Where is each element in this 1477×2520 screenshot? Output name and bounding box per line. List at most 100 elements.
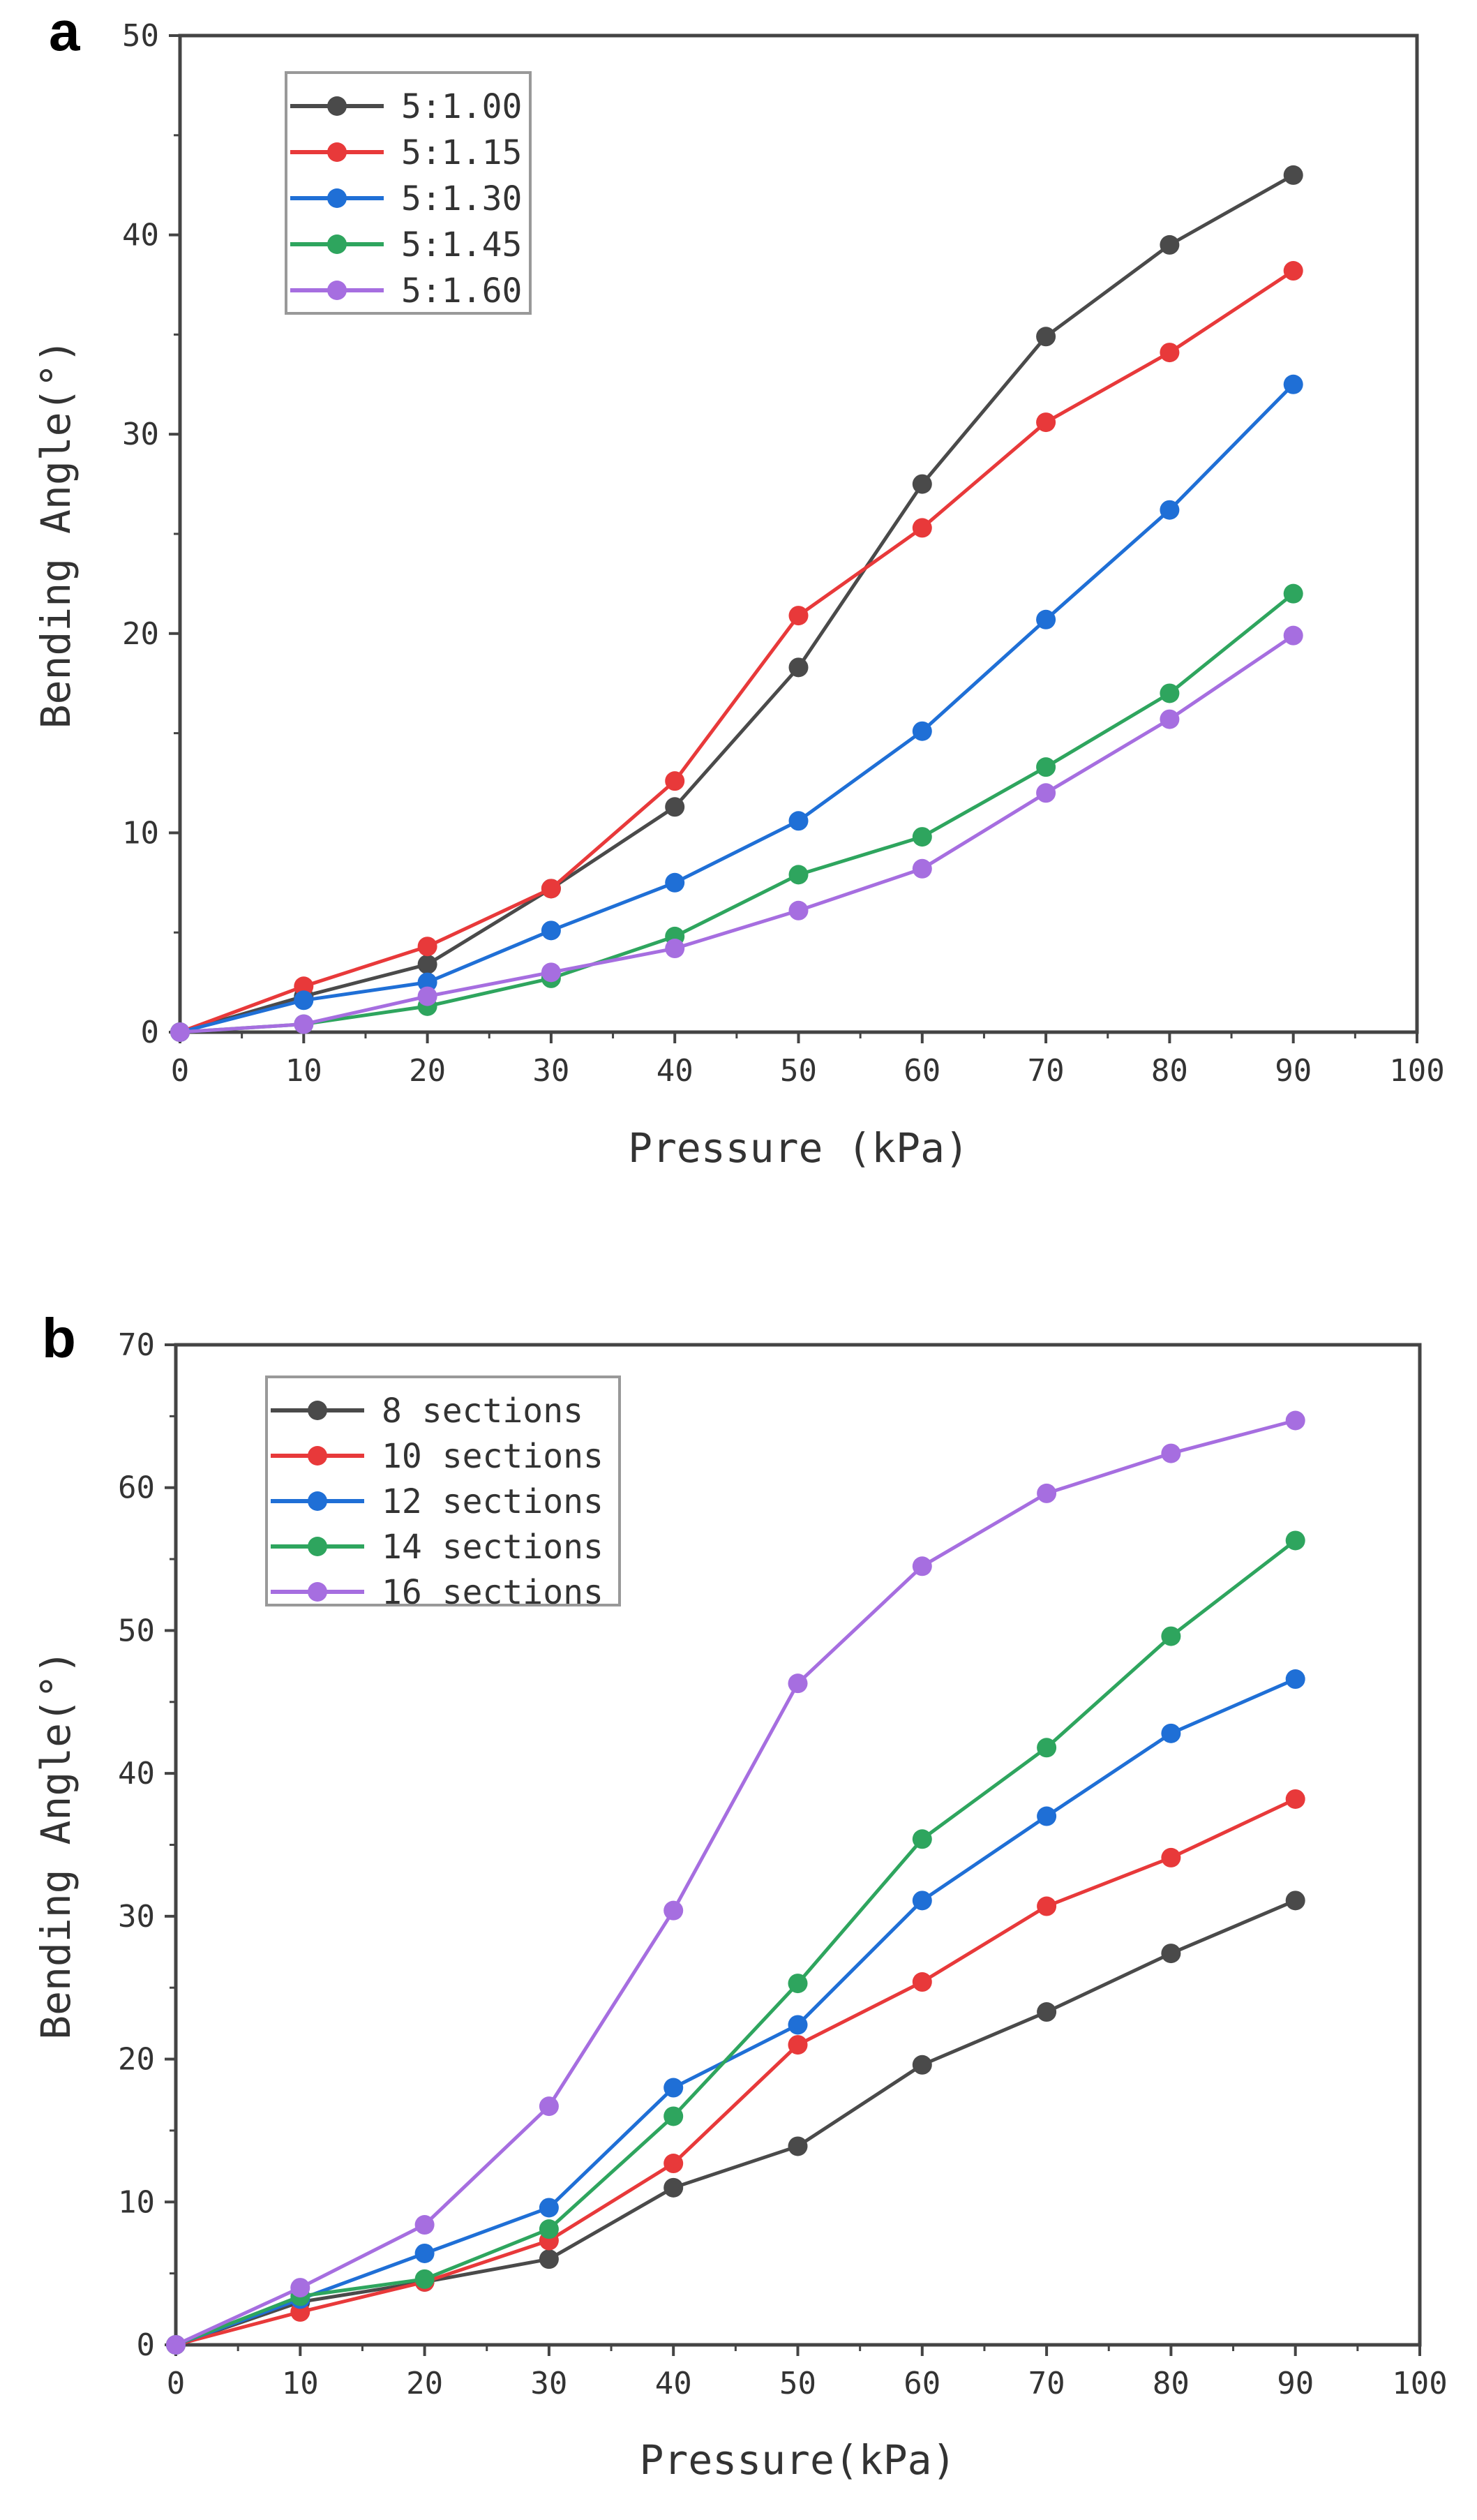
data-point: [1285, 1891, 1305, 1911]
data-point: [1161, 1443, 1181, 1463]
data-point: [290, 2278, 310, 2298]
series-line: [175, 1899, 1296, 2347]
data-point: [1037, 1483, 1057, 1503]
data-point: [1160, 683, 1180, 703]
y-tick-label: 0: [141, 1015, 160, 1050]
x-tick-label: 70: [1028, 1053, 1065, 1089]
data-point: [663, 2177, 684, 2198]
legend-label: 10 sections: [382, 1437, 603, 1476]
chart-panel-b: b 0 10 20 30 40 50 60 70 80 90 100 0 10 20 30 40 50 60 70 P…: [32, 1307, 1448, 2484]
data-point: [912, 858, 932, 879]
series-line: [175, 1539, 1297, 2347]
data-point: [1037, 1738, 1057, 1758]
legend-label: 12 sections: [382, 1482, 603, 1521]
data-point: [170, 1022, 190, 1042]
y-tick-label: 50: [118, 1613, 155, 1648]
data-point: [417, 954, 437, 974]
data-point: [294, 990, 314, 1011]
x-tick-label: 0: [167, 2366, 186, 2401]
legend: 8 sections 10 sections 12 sections 14 secti…: [265, 1375, 621, 1612]
data-point: [788, 2035, 808, 2055]
data-point: [1037, 1896, 1057, 1916]
data-point: [539, 2096, 559, 2117]
data-point: [539, 2198, 559, 2218]
data-point: [912, 2055, 932, 2075]
data-point: [665, 797, 685, 817]
y-tick-label: 30: [122, 417, 159, 452]
data-point: [541, 962, 561, 983]
legend-label: 14 sections: [382, 1528, 603, 1567]
legend-marker: [308, 1537, 327, 1556]
x-tick-label: 0: [171, 1053, 190, 1089]
legend-marker: [327, 142, 347, 162]
data-point: [788, 1974, 808, 1994]
data-point: [417, 937, 437, 957]
series-5-1-30: [170, 374, 1303, 1042]
data-point: [1161, 1944, 1181, 1964]
legend-marker: [308, 1582, 327, 1602]
x-tick-label: 50: [779, 2366, 816, 2401]
data-point: [788, 811, 809, 831]
x-tick-label: 30: [530, 2366, 567, 2401]
data-point: [665, 939, 685, 959]
x-tick-label: 80: [1151, 1053, 1188, 1089]
x-tick-label: 90: [1275, 1053, 1312, 1089]
legend-marker: [327, 96, 347, 116]
data-point: [912, 827, 932, 847]
y-tick-label: 0: [137, 2327, 156, 2363]
data-point: [788, 865, 809, 885]
data-point: [788, 1673, 808, 1694]
y-axis-title: Bending Angle(°): [32, 1650, 80, 2040]
data-point: [1285, 1789, 1305, 1809]
series-line: [179, 269, 1295, 1034]
legend-marker: [308, 1446, 327, 1466]
data-point: [1161, 1723, 1181, 1743]
data-point: [541, 920, 561, 941]
x-tick-label: 90: [1277, 2366, 1314, 2401]
data-point: [1285, 1530, 1305, 1551]
data-point: [665, 872, 685, 893]
y-tick-label: 10: [122, 815, 159, 851]
data-point: [417, 972, 437, 992]
x-tick-label: 60: [904, 1053, 940, 1089]
data-point: [1036, 609, 1056, 629]
x-tick-label: 20: [409, 1053, 446, 1089]
data-point: [414, 2215, 435, 2235]
data-point: [1285, 1669, 1305, 1690]
data-point: [294, 1014, 314, 1034]
data-point: [663, 2106, 684, 2126]
data-point: [1283, 261, 1303, 281]
data-point: [539, 2219, 559, 2239]
data-point: [1161, 1847, 1181, 1867]
y-tick-label: 20: [122, 616, 159, 652]
series-line: [179, 383, 1295, 1034]
data-point: [414, 2269, 435, 2289]
data-point: [1283, 625, 1303, 646]
data-point: [1036, 757, 1056, 777]
data-point: [788, 2136, 808, 2156]
legend-label: 16 sections: [382, 1573, 603, 1612]
data-point: [788, 606, 809, 626]
series-line: [175, 1797, 1296, 2347]
data-point: [912, 1556, 932, 1576]
y-tick-label: 30: [118, 1899, 155, 1934]
data-point: [663, 2078, 684, 2098]
x-tick-label: 100: [1389, 1053, 1444, 1089]
legend-marker: [327, 234, 347, 254]
data-point: [414, 2243, 435, 2263]
y-tick-label: 50: [122, 18, 159, 54]
data-point: [1160, 709, 1180, 729]
x-tick-label: 50: [780, 1053, 817, 1089]
series-16-sections: [166, 1410, 1305, 2355]
data-point: [1161, 1626, 1181, 1646]
series-line: [179, 173, 1294, 1034]
legend-box: [285, 71, 532, 315]
legend-marker: [327, 188, 347, 208]
data-point: [539, 2249, 559, 2269]
x-tick-label: 80: [1153, 2366, 1190, 2401]
legend-label: 8 sections: [382, 1392, 583, 1431]
legend: 5:1.00 5:1.15 5:1.30 5:1.45 5:1.60: [285, 71, 532, 315]
data-point: [1037, 2002, 1057, 2022]
data-point: [663, 1900, 684, 1921]
